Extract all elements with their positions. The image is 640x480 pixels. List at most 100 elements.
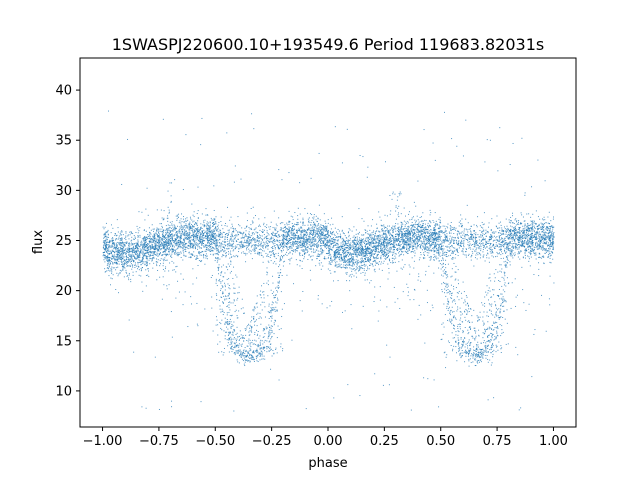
data-point [174, 229, 176, 231]
data-point [148, 246, 150, 248]
data-point [257, 346, 259, 348]
data-point [397, 207, 399, 209]
data-point [167, 224, 169, 226]
data-point [115, 235, 117, 237]
data-point [268, 303, 270, 305]
data-point [406, 230, 408, 232]
data-point [238, 241, 240, 243]
data-point [275, 348, 277, 350]
data-point [303, 233, 305, 235]
data-point [376, 242, 378, 244]
data-point [231, 256, 233, 258]
data-point [447, 298, 449, 300]
data-point [422, 220, 424, 222]
data-point [362, 305, 364, 307]
data-point [274, 296, 276, 298]
data-point [533, 235, 535, 237]
data-point [270, 247, 272, 249]
data-point [459, 323, 461, 325]
data-point [322, 231, 324, 233]
data-point [349, 229, 351, 231]
data-point [189, 247, 191, 249]
data-point [399, 245, 401, 247]
data-point [318, 255, 320, 257]
data-point [271, 308, 273, 310]
data-point [140, 270, 142, 272]
data-point [251, 113, 253, 115]
data-point [225, 233, 227, 235]
data-point [456, 145, 458, 147]
data-point [492, 252, 494, 254]
data-point [247, 242, 249, 244]
data-point [105, 248, 107, 250]
data-point [369, 229, 371, 231]
data-point [292, 232, 294, 234]
data-point [525, 309, 527, 311]
data-point [314, 232, 316, 233]
data-point [502, 296, 504, 298]
data-point [544, 234, 546, 236]
data-point [504, 242, 506, 244]
data-point [297, 215, 299, 217]
data-point [375, 250, 377, 252]
data-point [267, 336, 269, 338]
data-point [457, 252, 459, 254]
data-point [239, 355, 241, 357]
data-point [257, 331, 259, 333]
data-point [247, 352, 249, 354]
data-point [190, 227, 192, 229]
data-point [472, 239, 474, 241]
data-point [286, 254, 288, 256]
data-point [277, 282, 279, 284]
data-point [115, 242, 117, 244]
data-point [212, 254, 214, 256]
data-point [461, 239, 463, 241]
data-point [391, 255, 393, 257]
data-point [460, 214, 462, 216]
data-point [270, 332, 272, 334]
data-point [137, 248, 139, 250]
data-point [292, 237, 294, 239]
data-point [200, 236, 202, 238]
data-point [120, 247, 122, 249]
data-point [147, 252, 149, 254]
data-point [382, 229, 384, 231]
data-point [108, 252, 110, 254]
data-point [482, 237, 484, 239]
data-point [275, 306, 277, 308]
data-point [348, 263, 350, 265]
data-point [217, 235, 219, 237]
data-point [108, 248, 110, 250]
data-point [156, 250, 158, 252]
data-point [432, 220, 434, 222]
data-point [420, 216, 422, 218]
data-point [375, 243, 377, 245]
data-point [443, 241, 445, 243]
data-point [363, 264, 365, 266]
data-point [441, 266, 443, 268]
data-point [151, 247, 153, 249]
data-point [509, 264, 511, 266]
data-point [507, 283, 509, 285]
data-point [282, 246, 284, 248]
data-point [405, 244, 407, 246]
data-point [385, 251, 387, 253]
data-point [129, 264, 131, 266]
data-point [217, 249, 219, 251]
data-point [470, 328, 472, 330]
data-point [429, 240, 431, 242]
data-point [128, 247, 130, 249]
data-point [119, 237, 121, 239]
data-point [366, 254, 368, 256]
data-point [359, 269, 361, 271]
data-point [235, 240, 237, 242]
data-point [420, 254, 422, 256]
data-point [546, 235, 548, 237]
data-point [226, 319, 228, 321]
data-point [268, 331, 270, 333]
data-point [165, 250, 167, 252]
data-point [495, 305, 497, 307]
data-point [234, 287, 236, 289]
data-point [396, 233, 398, 235]
data-point [462, 155, 464, 157]
